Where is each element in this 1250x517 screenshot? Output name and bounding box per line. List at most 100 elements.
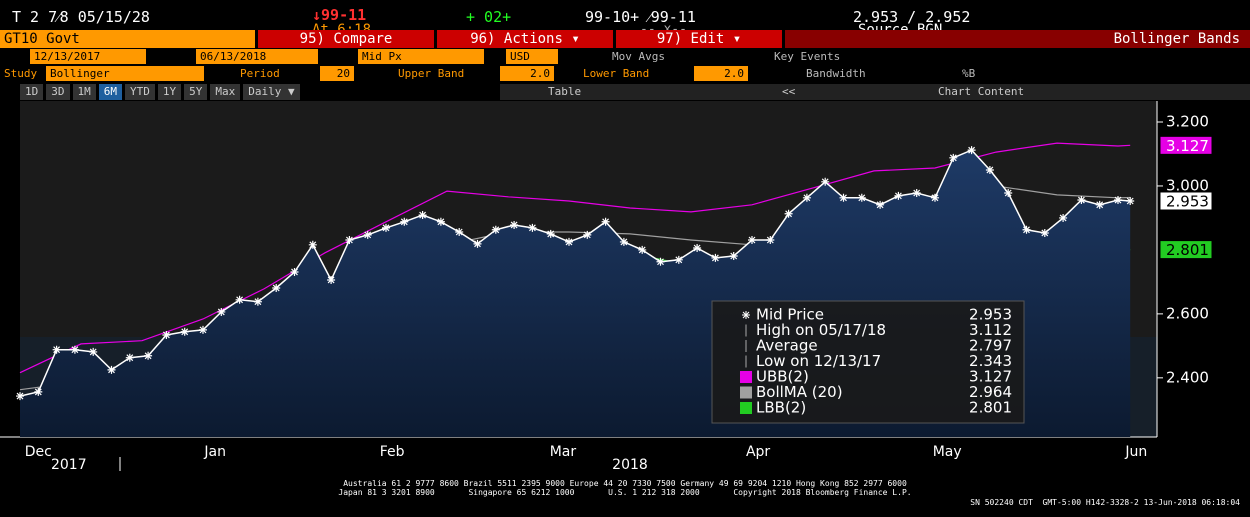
x-tick-label: Jun: [1124, 444, 1147, 460]
start-date[interactable]: 12/13/2017: [30, 49, 146, 64]
price-marker: [345, 236, 354, 245]
price-marker: [436, 217, 445, 226]
period[interactable]: 20: [320, 66, 354, 81]
price-marker: [70, 345, 79, 354]
price-marker: [931, 193, 939, 202]
y-tick-label: 2.400: [1166, 368, 1209, 386]
end-value-label: 2.801: [1166, 241, 1209, 259]
price-marker: [400, 217, 409, 226]
legend-label: Average: [756, 337, 818, 355]
price-marker: [363, 230, 372, 239]
price-marker: [802, 193, 811, 202]
price-marker: [89, 347, 98, 356]
period-button[interactable]: 1Y: [157, 84, 182, 100]
lower-label: Lower Band: [583, 67, 650, 80]
price-marker: [583, 230, 592, 239]
x-tick-label: Dec: [25, 444, 52, 460]
legend: Mid Price 2.953 High on 05/17/18 3.112 Avera…: [711, 300, 1025, 424]
legend-value: 2.797: [969, 337, 1012, 355]
y-tick-label: 3.000: [1166, 176, 1209, 194]
y-tick-label: 2.600: [1166, 304, 1209, 322]
period-button[interactable]: 3D: [46, 84, 70, 100]
price-marker: [748, 236, 756, 245]
price-marker: [473, 239, 482, 248]
price-marker: [382, 223, 390, 232]
price-marker: [912, 188, 921, 197]
key-events[interactable]: Key Events: [774, 50, 841, 63]
legend-label: UBB(2): [756, 368, 809, 386]
bid-ask: 99-10+ ⁄99-11: [585, 8, 696, 26]
ticker[interactable]: GT10 Govt: [0, 30, 255, 48]
price-marker: [1077, 196, 1086, 205]
price-marker: [601, 217, 610, 226]
end-date[interactable]: 06/13/2018: [196, 49, 318, 64]
price-marker: [985, 165, 994, 174]
compare-button[interactable]: 95) Compare: [258, 30, 434, 48]
price-marker: [107, 365, 116, 374]
edit-button[interactable]: 97) Edit ▾: [616, 30, 782, 48]
legend-label: LBB(2): [756, 399, 806, 417]
study-label: Study: [4, 67, 38, 80]
actions-button[interactable]: 96) Actions ▾: [437, 30, 613, 48]
price-marker: [290, 267, 299, 276]
frequency[interactable]: Daily ▼: [243, 84, 300, 100]
lower[interactable]: 2.0: [694, 66, 748, 81]
period-button[interactable]: 6M: [98, 84, 122, 100]
price-marker: [1095, 200, 1104, 209]
end-value-box: [1159, 135, 1213, 155]
yield: 2.953 / 2.952: [853, 8, 971, 26]
footer-line: SN 502240 CDT GMT-5:00 H142-3328-2 13-Ju…: [970, 498, 1240, 507]
period-label: Period: [240, 67, 280, 80]
chart-content[interactable]: Chart Content: [938, 85, 1025, 98]
legend-value: 2.801: [969, 399, 1012, 417]
net-change: + 02+: [466, 8, 512, 26]
chart: 2.400 2.600 3.000 3.200 Dec Jan Feb Mar Apr May Ju…: [0, 101, 1213, 473]
period-button[interactable]: 1D: [20, 84, 44, 100]
price-marker: [1004, 188, 1013, 197]
back-button[interactable]: <<: [782, 85, 796, 98]
x-tick-label: Feb: [380, 444, 405, 460]
legend-label: Low on 12/13/17: [756, 352, 881, 370]
end-value-label: 2.953: [1166, 192, 1209, 210]
price-marker: [308, 240, 317, 249]
end-value-box: [1159, 240, 1213, 260]
price-marker: [52, 345, 61, 354]
legend-value: 3.112: [969, 321, 1012, 339]
price-marker: [729, 251, 738, 260]
price-marker: [235, 295, 244, 304]
x-tick-label: Mar: [550, 444, 577, 460]
price-marker: [180, 327, 189, 336]
price-marker: [528, 223, 537, 232]
price-marker: [199, 325, 207, 334]
price-marker: [656, 257, 665, 266]
field-select[interactable]: Mid Px: [358, 49, 484, 64]
price-marker: [784, 209, 793, 218]
period-button[interactable]: 5Y: [184, 84, 208, 100]
price-marker: [1114, 196, 1122, 205]
price-change: ↓99-11: [312, 6, 367, 24]
study-title: Bollinger Bands: [785, 30, 1250, 48]
period-button[interactable]: YTD: [125, 84, 155, 100]
upper[interactable]: 2.0: [500, 66, 554, 81]
price-marker: [1040, 228, 1049, 237]
y-tick-label: 3.200: [1166, 112, 1209, 130]
period-button[interactable]: 1M: [72, 84, 96, 100]
currency[interactable]: USD: [506, 49, 558, 64]
legend-value: 2.343: [969, 352, 1012, 370]
study[interactable]: Bollinger: [46, 66, 204, 81]
legend-swatch: [740, 386, 752, 399]
legend-value: 2.953: [969, 306, 1012, 324]
percent-b[interactable]: %B: [962, 67, 976, 80]
footer-line: Japan 81 3 3201 8900 Singapore 65 6212 1…: [338, 488, 912, 497]
price-marker: [766, 236, 775, 245]
price-marker: [125, 353, 134, 362]
toolbar: 1D 3D 1M 6M YTD 1Y 5Y Max Daily ▼: [20, 84, 300, 100]
bandwidth[interactable]: Bandwidth: [806, 67, 866, 80]
mov-avgs[interactable]: Mov Avgs: [612, 50, 665, 63]
x-tick-label: Jan: [203, 444, 226, 460]
legend-box: [711, 300, 1025, 424]
period-button[interactable]: Max: [210, 84, 241, 100]
table-button[interactable]: Table: [548, 85, 582, 98]
price-marker: [546, 229, 555, 238]
